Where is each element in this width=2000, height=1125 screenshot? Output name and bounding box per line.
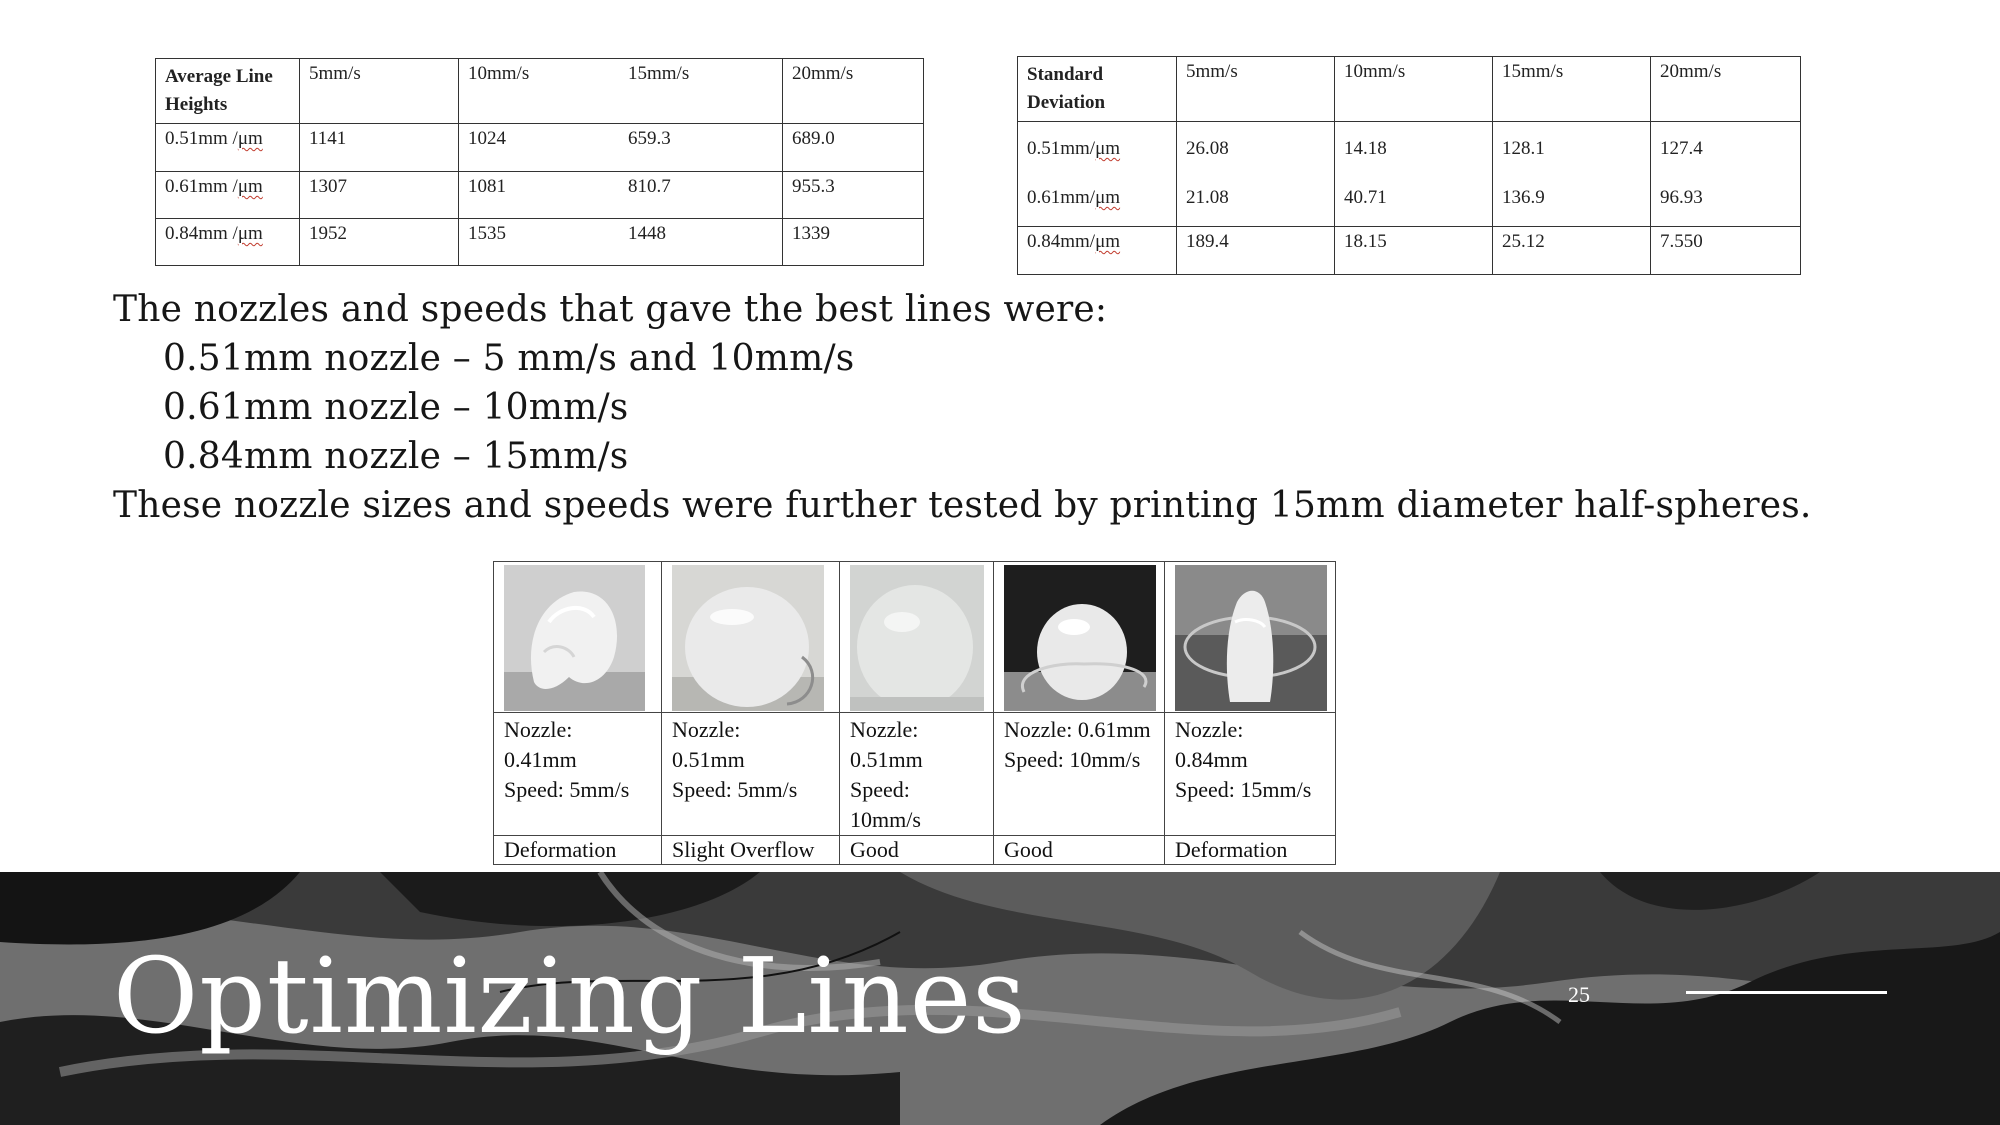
row-label: 0.84mm/μm bbox=[1017, 226, 1177, 275]
nozzle-speed-label: Nozzle: 0.51mm Speed: 5mm/s bbox=[661, 712, 840, 836]
slide-title: Optimizing Lines bbox=[113, 935, 1027, 1057]
half-sphere-photo bbox=[672, 565, 824, 711]
table-cell: 26.08 21.08 bbox=[1176, 121, 1335, 227]
table-cell: 14.18 40.71 bbox=[1334, 121, 1493, 227]
table-header-cell: 10mm/s bbox=[1334, 56, 1493, 122]
half-sphere-results-table: Nozzle: 0.41mm Speed: 5mm/s Nozzle: 0.51… bbox=[493, 561, 1336, 865]
table-cell: 1448 bbox=[619, 218, 783, 266]
unit-label: μm bbox=[1095, 138, 1121, 159]
table-header-cell: Standard Deviation bbox=[1017, 56, 1177, 122]
result-label: Good bbox=[993, 835, 1165, 865]
table-cell: 1024 bbox=[458, 123, 619, 172]
unit-label: μm bbox=[1095, 187, 1121, 208]
table-cell: 955.3 bbox=[782, 171, 924, 219]
list-item: 0.61mm nozzle – 10mm/s bbox=[163, 387, 629, 428]
photo-cell bbox=[493, 561, 662, 713]
unit-label: μm bbox=[1095, 231, 1121, 252]
standard-deviation-table: Standard Deviation 5mm/s 10mm/s 15mm/s 2… bbox=[1017, 56, 1801, 275]
unit-label: μm bbox=[237, 128, 263, 149]
half-sphere-photo bbox=[504, 565, 645, 711]
table-header-cell: 20mm/s bbox=[782, 58, 924, 124]
table-cell: 659.3 bbox=[619, 123, 783, 172]
half-sphere-photo bbox=[850, 565, 984, 711]
table-cell: 128.1 136.9 bbox=[1492, 121, 1651, 227]
table-header-cell: 5mm/s bbox=[1176, 56, 1335, 122]
table-cell: 7.550 bbox=[1650, 226, 1801, 275]
intro-text: The nozzles and speeds that gave the bes… bbox=[113, 289, 1108, 330]
nozzle-speed-label: Nozzle: 0.61mm Speed: 10mm/s bbox=[993, 712, 1165, 836]
marble-background bbox=[0, 872, 2000, 1125]
table-header-cell: Average Line Heights bbox=[155, 58, 300, 124]
half-sphere-photo bbox=[1004, 565, 1156, 711]
half-sphere-photo bbox=[1175, 565, 1327, 711]
table-cell: 810.7 bbox=[619, 171, 783, 219]
nozzle-speed-label: Nozzle: 0.51mm Speed: 10mm/s bbox=[839, 712, 994, 836]
table-cell: 1535 bbox=[458, 218, 619, 266]
result-label: Slight Overflow bbox=[661, 835, 840, 865]
result-label: Deformation bbox=[493, 835, 662, 865]
unit-label: μm bbox=[237, 223, 263, 244]
row-label: 0.51mm /μm bbox=[155, 123, 300, 172]
table-header-cell: 5mm/s bbox=[299, 58, 459, 124]
nozzle-speed-label: Nozzle: 0.84mm Speed: 15mm/s bbox=[1164, 712, 1336, 836]
photo-cell bbox=[661, 561, 840, 713]
average-line-heights-table: Average Line Heights 5mm/s 10mm/s 15mm/s… bbox=[155, 58, 924, 266]
footer-divider bbox=[1686, 991, 1887, 994]
table-cell: 25.12 bbox=[1492, 226, 1651, 275]
table-cell: 1081 bbox=[458, 171, 619, 219]
row-label: 0.61mm /μm bbox=[155, 171, 300, 219]
photo-cell bbox=[993, 561, 1165, 713]
unit-label: μm bbox=[237, 176, 263, 197]
photo-cell bbox=[1164, 561, 1336, 713]
list-item: 0.84mm nozzle – 15mm/s bbox=[163, 436, 629, 477]
footer-banner bbox=[0, 872, 2000, 1125]
page-number: 25 bbox=[1568, 982, 1590, 1007]
photo-cell bbox=[839, 561, 994, 713]
table-header-cell: 10mm/s bbox=[458, 58, 619, 124]
result-label: Good bbox=[839, 835, 994, 865]
table-cell: 1339 bbox=[782, 218, 924, 266]
nozzle-speed-label: Nozzle: 0.41mm Speed: 5mm/s bbox=[493, 712, 662, 836]
conclusion-text: These nozzle sizes and speeds were furth… bbox=[113, 485, 1812, 526]
table-header-cell: 20mm/s bbox=[1650, 56, 1801, 122]
table-cell: 189.4 bbox=[1176, 226, 1335, 275]
table-cell: 1307 bbox=[299, 171, 459, 219]
table-cell: 127.4 96.93 bbox=[1650, 121, 1801, 227]
table-cell: 1141 bbox=[299, 123, 459, 172]
row-label: 0.51mm/μm 0.61mm/μm bbox=[1017, 121, 1177, 227]
result-label: Deformation bbox=[1164, 835, 1336, 865]
table-cell: 689.0 bbox=[782, 123, 924, 172]
table-header-cell: 15mm/s bbox=[619, 58, 783, 124]
list-item: 0.51mm nozzle – 5 mm/s and 10mm/s bbox=[163, 338, 855, 379]
table-cell: 18.15 bbox=[1334, 226, 1493, 275]
table-header-cell: 15mm/s bbox=[1492, 56, 1651, 122]
row-label: 0.84mm /μm bbox=[155, 218, 300, 266]
table-cell: 1952 bbox=[299, 218, 459, 266]
